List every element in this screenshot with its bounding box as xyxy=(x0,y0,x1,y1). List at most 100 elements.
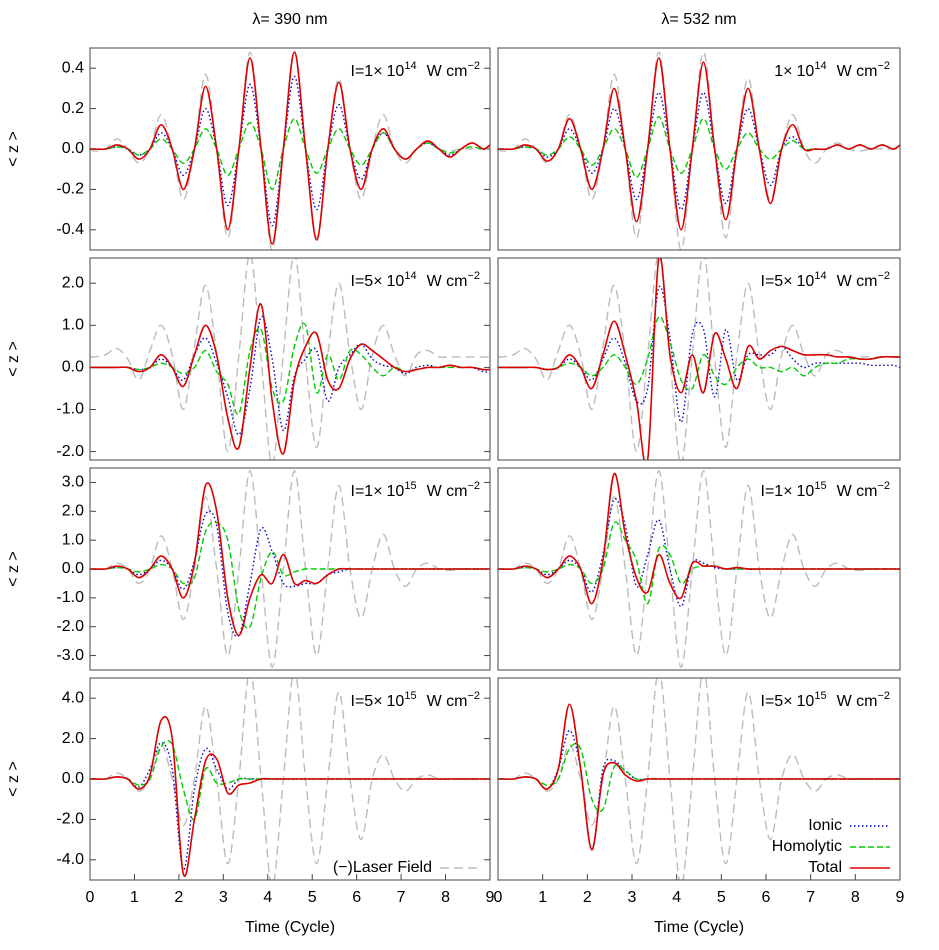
plot-frame xyxy=(89,257,491,461)
series-group xyxy=(498,258,900,460)
series-group xyxy=(498,51,900,250)
y-tick-label: -2.0 xyxy=(56,618,84,635)
x-tick-label: 1 xyxy=(538,889,547,906)
series-line xyxy=(90,678,490,880)
y-axis-label: < z > xyxy=(5,761,22,797)
series-group xyxy=(90,470,490,668)
plot-frame xyxy=(89,677,491,881)
panel: < z > Time (Cycle) -4.0 -2.0 0.0 2.0 4.0 0 1 2 3 4 5… xyxy=(5,677,495,936)
intensity-unit-exponent: −2 xyxy=(467,60,480,72)
x-axis-label: Time (Cycle) xyxy=(245,919,335,936)
y-tick-label: -1.0 xyxy=(56,401,84,418)
x-tick-label: 2 xyxy=(583,889,592,906)
intensity-base: 10 xyxy=(797,273,815,290)
column-title: λ= 390 nm xyxy=(252,11,327,28)
series-line xyxy=(498,57,900,231)
intensity-unit-exponent: −2 xyxy=(877,270,890,282)
y-tick-label: 2.0 xyxy=(62,503,84,520)
series-group xyxy=(498,678,900,880)
y-axis-label: < z > xyxy=(5,341,22,377)
panel: < z > -3.0 -2.0 -1.0 0.0 1.0 2.0 3.0 I=1× 1015 W c… xyxy=(5,467,491,671)
intensity-unit: W cm xyxy=(837,273,878,290)
intensity-unit-exponent: −2 xyxy=(467,270,480,282)
plot-frame xyxy=(89,47,491,251)
y-tick-label: 3.0 xyxy=(62,474,84,491)
y-tick-label: -0.4 xyxy=(56,221,84,238)
y-tick-label: -2.0 xyxy=(56,443,84,460)
intensity-prefix: I=1× xyxy=(761,483,793,500)
panel: λ= 532 nm 1× 1014 W cm−2 xyxy=(497,11,901,251)
legend-label: Ionic xyxy=(808,817,842,834)
x-tick-label: 0 xyxy=(494,889,503,906)
intensity-exponent: 15 xyxy=(814,480,826,492)
panel: Time (Cycle) 0 1 2 3 4 5 6 7 8 9 I=5× 1015 W cm−2 Ioni… xyxy=(494,677,905,936)
y-tick-label: -1.0 xyxy=(56,589,84,606)
intensity-label: I=1× 1014 W cm−2 xyxy=(351,60,481,80)
series-line xyxy=(498,678,900,880)
intensity-unit: W cm xyxy=(837,483,878,500)
x-tick-label: 5 xyxy=(717,889,726,906)
plot-frame xyxy=(89,467,491,671)
x-tick-label: 0 xyxy=(86,889,95,906)
intensity-prefix: I=5× xyxy=(761,273,793,290)
x-tick-label: 3 xyxy=(628,889,637,906)
x-tick-label: 2 xyxy=(174,889,183,906)
series-group xyxy=(90,258,490,460)
y-tick-label: 2.0 xyxy=(62,274,84,291)
x-tick-label: 4 xyxy=(263,889,272,906)
intensity-label: I=5× 1015 W cm−2 xyxy=(761,690,891,710)
intensity-base: 10 xyxy=(797,693,815,710)
series-group xyxy=(90,678,490,880)
intensity-label: I=5× 1014 W cm−2 xyxy=(351,270,481,290)
intensity-exponent: 15 xyxy=(814,690,826,702)
intensity-label: I=1× 1015 W cm−2 xyxy=(761,480,891,500)
intensity-label: 1× 1014 W cm−2 xyxy=(774,60,890,80)
intensity-base: 10 xyxy=(797,483,815,500)
legend-label: (−)Laser Field xyxy=(333,859,432,876)
x-tick-label: 6 xyxy=(352,889,361,906)
x-tick-label: 6 xyxy=(762,889,771,906)
panel: < z > -2.0 -1.0 0.0 1.0 2.0 I=5× 1014 W cm−2 xyxy=(5,257,491,461)
intensity-base: 10 xyxy=(797,63,815,80)
intensity-unit-exponent: −2 xyxy=(877,690,890,702)
series-line xyxy=(90,521,490,629)
panel: I=5× 1014 W cm−2 xyxy=(497,257,901,461)
intensity-prefix: 1× xyxy=(774,63,792,80)
intensity-label: I=5× 1015 W cm−2 xyxy=(351,690,481,710)
series-group xyxy=(90,51,490,250)
series-line xyxy=(498,703,900,851)
intensity-unit-exponent: −2 xyxy=(467,690,480,702)
intensity-unit: W cm xyxy=(837,63,878,80)
y-tick-label: -4.0 xyxy=(56,851,84,868)
intensity-base: 10 xyxy=(387,63,405,80)
intensity-unit: W cm xyxy=(837,693,878,710)
intensity-exponent: 14 xyxy=(814,60,826,72)
plot-frame xyxy=(497,47,901,251)
series-line xyxy=(498,472,900,605)
y-tick-label: 1.0 xyxy=(62,317,84,334)
intensity-unit-exponent: −2 xyxy=(467,480,480,492)
y-tick-label: 0.0 xyxy=(62,770,84,787)
intensity-unit: W cm xyxy=(427,273,468,290)
y-tick-label: 0.2 xyxy=(62,100,84,117)
y-tick-label: -3.0 xyxy=(56,647,84,664)
series-line xyxy=(90,51,490,245)
intensity-unit-exponent: −2 xyxy=(877,480,890,492)
intensity-unit: W cm xyxy=(427,63,468,80)
y-tick-label: 0.0 xyxy=(62,560,84,577)
series-line xyxy=(498,258,900,460)
x-tick-label: 4 xyxy=(672,889,681,906)
y-tick-label: 1.0 xyxy=(62,531,84,548)
y-axis-label: < z > xyxy=(5,131,22,167)
x-tick-label: 7 xyxy=(806,889,815,906)
intensity-base: 10 xyxy=(387,693,405,710)
intensity-unit: W cm xyxy=(427,693,468,710)
series-line xyxy=(90,303,490,455)
plot-frame xyxy=(497,677,901,881)
y-tick-label: 0.0 xyxy=(62,359,84,376)
column-title: λ= 532 nm xyxy=(661,11,736,28)
intensity-exponent: 15 xyxy=(404,480,416,492)
intensity-base: 10 xyxy=(387,483,405,500)
intensity-prefix: I=5× xyxy=(351,693,383,710)
